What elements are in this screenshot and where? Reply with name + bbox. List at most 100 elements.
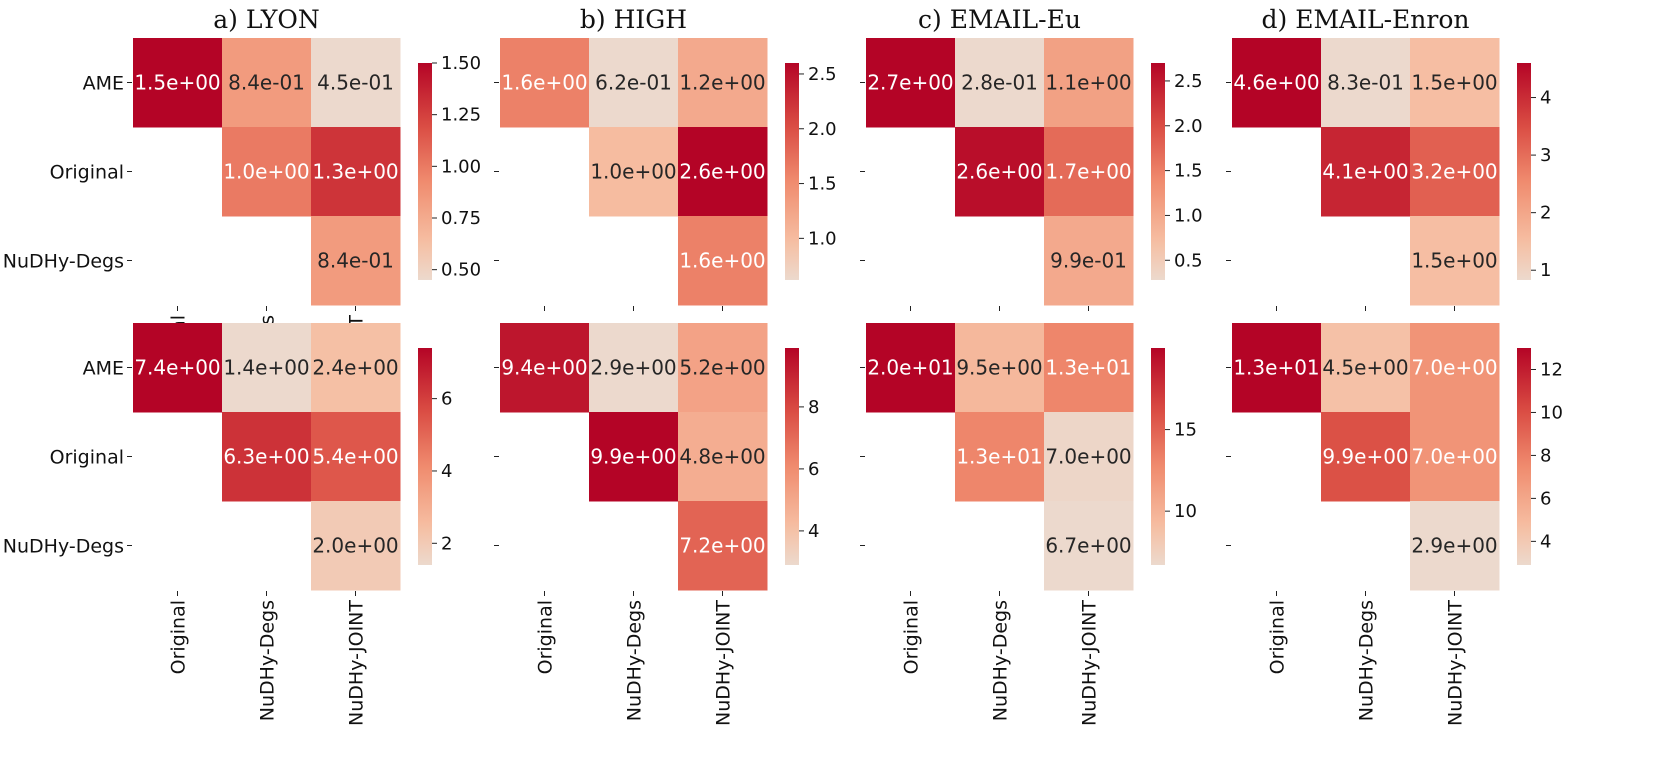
colorbar-tick-label: 2 [441, 533, 452, 554]
heatmap-cell [678, 127, 768, 217]
heatmap-cell [311, 38, 401, 128]
cell-value-label: 5.2e+00 [679, 356, 765, 380]
heatmap-cell [500, 38, 590, 128]
colorbar-tick-label: 2.5 [808, 64, 837, 85]
heatmap-cell [1410, 38, 1500, 128]
heatmap-cell [1321, 412, 1411, 502]
heatmap-panel-4: d) EMAIL-Enron 4.6e+00 8.3e-01 1.5e+00 4.1e+… [1226, 5, 1551, 311]
panel-title: b) HIGH [580, 5, 687, 34]
colorbar-tick-label: 4 [1540, 88, 1551, 109]
colorbar-tick-label: 0.50 [441, 260, 481, 281]
heatmap-cell [133, 38, 223, 128]
cell-value-label: 7.0e+00 [1411, 445, 1497, 469]
heatmap-cell [955, 38, 1045, 128]
colorbar-tick-label: 1.00 [441, 156, 481, 177]
cell-value-label: 7.0e+00 [1411, 356, 1497, 380]
heatmap-cell [222, 323, 312, 413]
colorbar-tick-label: 1.0 [808, 228, 837, 249]
cell-value-label: 6.2e-01 [595, 71, 672, 95]
cell-value-label: 1.7e+00 [1045, 160, 1131, 184]
col-label: NuDHy-JOINT [1445, 600, 1467, 726]
colorbar [1151, 348, 1165, 565]
heatmap-cell [589, 412, 679, 502]
colorbar-tick-label: 1.5 [808, 174, 837, 195]
cell-value-label: 1.6e+00 [501, 71, 587, 95]
heatmap-cell [311, 216, 401, 306]
row-label: NuDHy-Degs [3, 536, 124, 558]
heatmap-cell [222, 412, 312, 502]
cell-value-label: 1.3e+01 [1045, 356, 1131, 380]
cell-value-label: 2.7e+00 [867, 71, 953, 95]
heatmap-panel-2: b) HIGH 1.6e+00 6.2e-01 1.2e+00 1.0e+00 2.6e+… [494, 5, 837, 311]
cell-value-label: 6.3e+00 [223, 445, 309, 469]
heatmap-panel-5: 7.4e+00 1.4e+00 2.4e+00 6.3e+00 5.4e+00 2.0e+… [3, 323, 452, 726]
cell-value-label: 1.3e+01 [956, 445, 1042, 469]
cell-value-label: 7.0e+00 [1045, 445, 1131, 469]
heatmap-cell [1044, 127, 1134, 217]
heatmap-cell [678, 412, 768, 502]
colorbar-tick-label: 2 [1540, 203, 1551, 224]
cell-value-label: 9.9e-01 [1050, 249, 1127, 273]
colorbar [785, 63, 799, 280]
col-label: NuDHy-JOINT [713, 600, 735, 726]
panel-title: d) EMAIL-Enron [1262, 5, 1470, 34]
cell-value-label: 1.5e+00 [1411, 71, 1497, 95]
heatmap-cell [311, 501, 401, 591]
col-label: NuDHy-Degs [1356, 600, 1378, 721]
col-label: NuDHy-Degs [624, 600, 646, 721]
row-label: Original [50, 162, 124, 184]
heatmap-cell [1321, 38, 1411, 128]
cell-value-label: 1.4e+00 [223, 356, 309, 380]
colorbar-tick-label: 1.25 [441, 105, 481, 126]
heatmap-cell [1232, 323, 1322, 413]
heatmap-cell [222, 127, 312, 217]
col-label: NuDHy-Degs [257, 600, 279, 721]
heatmap-cell [678, 323, 768, 413]
colorbar-tick-label: 0.5 [1174, 250, 1203, 271]
colorbar-tick-label: 15 [1174, 420, 1197, 441]
heatmap-cell [1410, 216, 1500, 306]
col-label: Original [901, 600, 923, 674]
colorbar-tick-label: 1.0 [1174, 205, 1203, 226]
heatmap-cell [1410, 501, 1500, 591]
cell-value-label: 4.5e+00 [1322, 356, 1408, 380]
panel-title: c) EMAIL-Eu [918, 5, 1081, 34]
cell-value-label: 4.5e-01 [317, 71, 394, 95]
colorbar-tick-label: 10 [1540, 402, 1563, 423]
colorbar-tick-label: 1 [1540, 260, 1551, 281]
cell-value-label: 4.6e+00 [1233, 71, 1319, 95]
colorbar [418, 63, 432, 280]
heatmap-cell [1044, 501, 1134, 591]
col-label: Original [535, 600, 557, 674]
heatmap-panel-3: c) EMAIL-Eu2.7e+00 2.8e-01 1.1e+002.6e+00 1… [860, 5, 1203, 311]
cell-value-label: 2.9e+00 [590, 356, 676, 380]
colorbar [1151, 63, 1165, 280]
col-label: NuDHy-Degs [990, 600, 1012, 721]
colorbar [1517, 63, 1531, 280]
heatmap-panel-1: a) LYON 1.5e+00 8.4e-01 4.5e-01 1.0e+00 1.3e+… [3, 5, 481, 441]
colorbar-tick-label: 6 [441, 389, 452, 410]
cell-value-label: 1.3e+00 [312, 160, 398, 184]
panel-title: a) LYON [213, 5, 319, 34]
colorbar-tick-label: 8 [1540, 445, 1551, 466]
col-label: Original [1267, 600, 1289, 674]
heatmap-cell [500, 323, 590, 413]
heatmap-cell [678, 216, 768, 306]
cell-value-label: 1.5e+00 [134, 71, 220, 95]
heatmap-cell [1232, 38, 1322, 128]
cell-value-label: 2.0e+00 [312, 534, 398, 558]
cell-value-label: 7.4e+00 [134, 356, 220, 380]
heatmap-cell [955, 323, 1045, 413]
colorbar-tick-label: 2.0 [808, 119, 837, 140]
cell-value-label: 3.2e+00 [1411, 160, 1497, 184]
heatmap-cell [133, 323, 223, 413]
cell-value-label: 8.4e-01 [317, 249, 394, 273]
colorbar-tick-label: 0.75 [441, 208, 481, 229]
colorbar-tick-label: 4 [808, 521, 819, 542]
colorbar-tick-label: 6 [1540, 488, 1551, 509]
row-label: AME [83, 358, 124, 380]
cell-value-label: 4.8e+00 [679, 445, 765, 469]
heatmap-cell [1044, 216, 1134, 306]
cell-value-label: 9.9e+00 [590, 445, 676, 469]
